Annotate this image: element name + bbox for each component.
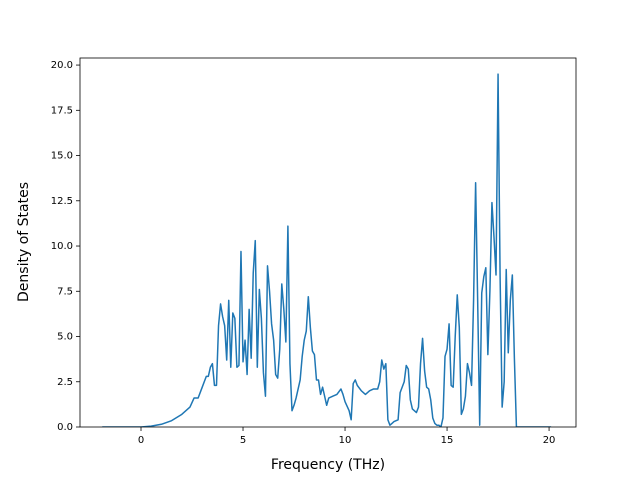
y-tick-label: 7.5 xyxy=(57,286,73,297)
y-axis-label: Density of States xyxy=(16,182,32,302)
y-tick-label: 12.5 xyxy=(51,196,73,207)
x-tick-label: 5 xyxy=(240,435,246,446)
y-tick-label: 20.0 xyxy=(51,60,73,71)
y-tick-label: 2.5 xyxy=(57,377,73,388)
x-tick-label: 10 xyxy=(339,435,352,446)
y-tick-label: 10.0 xyxy=(51,241,73,252)
x-tick-label: 20 xyxy=(543,435,556,446)
dos-line xyxy=(102,73,552,427)
y-tick-label: 15.0 xyxy=(51,151,73,162)
y-tick-label: 17.5 xyxy=(51,105,73,116)
x-axis-label: Frequency (THz) xyxy=(271,457,385,473)
y-tick-label: 5.0 xyxy=(57,332,73,343)
y-tick-label: 0.0 xyxy=(57,422,73,433)
x-tick-label: 0 xyxy=(138,435,144,446)
plot-frame xyxy=(79,57,577,428)
x-tick-label: 15 xyxy=(441,435,454,446)
